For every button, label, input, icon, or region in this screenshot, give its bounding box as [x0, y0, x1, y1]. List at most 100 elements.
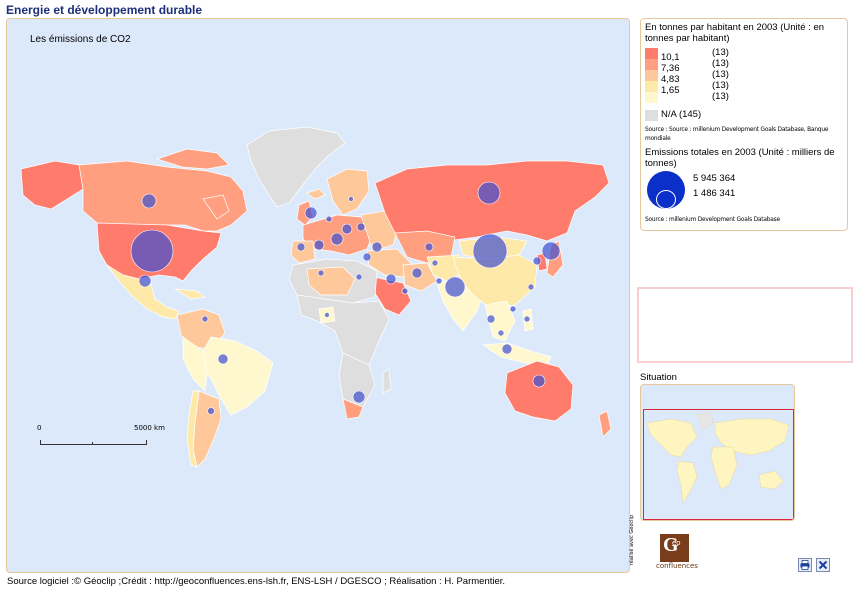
legend-count-4: (13) — [712, 80, 729, 91]
circle-uae — [401, 287, 409, 295]
legend-swatch-3 — [645, 70, 658, 81]
circle-india — [444, 276, 466, 298]
circle-egypt — [355, 273, 363, 281]
main-map[interactable]: Les émissions de CO2 0 5000 km — [6, 18, 630, 573]
arctic-islands — [155, 148, 230, 170]
circle-malaysia — [497, 329, 505, 337]
circle-scandinavia — [348, 196, 354, 202]
info-box — [637, 287, 853, 363]
caribbean — [174, 288, 206, 300]
legend-swatch-1 — [645, 48, 658, 59]
logo-name: confluences — [656, 562, 698, 570]
mini-europe-asia — [714, 418, 790, 456]
legend-count-5: (13) — [712, 91, 729, 102]
circle-argentina — [207, 407, 215, 415]
circles-legend: 5 945 364 1 486 341 — [645, 169, 843, 213]
emission-circles — [130, 181, 561, 415]
circle-brazil — [217, 353, 229, 365]
scale-mid-tick — [92, 442, 93, 445]
mini-north-america — [646, 418, 698, 458]
legend-count-2: (13) — [712, 58, 729, 69]
legend-na-swatch — [645, 110, 658, 121]
circle-japan — [541, 241, 561, 261]
legend-swatch-2 — [645, 59, 658, 70]
circle-south-africa — [352, 390, 366, 404]
legend-circle-max-value: 5 945 364 — [693, 173, 736, 184]
legend-circle-min-value: 1 486 341 — [693, 188, 736, 199]
peru-bolivia — [182, 336, 208, 392]
mini-australia — [758, 470, 784, 490]
choropleth-legend-title: En tonnes par habitant en 2003 (Unité : … — [645, 22, 825, 44]
circle-italy — [341, 223, 353, 235]
madagascar — [382, 368, 392, 394]
mini-south-america — [676, 460, 698, 504]
circle-netherlands — [325, 215, 333, 223]
legend-value-1: 10,1 — [661, 52, 680, 63]
circle-mexico — [138, 274, 152, 288]
geoconfluences-logo[interactable]: G éo confluences — [656, 534, 698, 570]
footer-credits: Source logiciel :© Géoclip ;Crédit : htt… — [7, 576, 506, 587]
circle-taiwan — [527, 283, 535, 291]
legend-na-label: N/A (145) — [661, 109, 702, 120]
scale-start-label: 0 — [37, 424, 42, 432]
canada-east — [202, 194, 230, 220]
legend-value-2: 7,36 — [661, 63, 680, 74]
iceland — [306, 188, 326, 200]
logo-square — [660, 534, 689, 562]
southeast-asia — [484, 300, 516, 342]
legend-swatch-4 — [645, 81, 658, 92]
circle-iran — [411, 267, 423, 279]
circle-australia — [532, 374, 546, 388]
circle-indonesia — [501, 343, 513, 355]
new-zealand — [598, 410, 612, 438]
australia — [504, 360, 574, 422]
circles-source: Source : millenium Development Goals Dat… — [645, 215, 780, 223]
legend-panel: En tonnes par habitant en 2003 (Unité : … — [640, 18, 848, 231]
turkey-middle-east — [366, 248, 412, 278]
situation-map[interactable] — [640, 384, 795, 521]
circle-spain — [296, 242, 306, 252]
situation-map-svg[interactable] — [641, 385, 795, 521]
circle-pakistan — [435, 277, 443, 285]
close-button[interactable] — [816, 558, 830, 572]
circle-germany — [330, 232, 344, 246]
legend-na-row: N/A (145) — [645, 109, 843, 123]
circle-kazakhstan — [424, 242, 434, 252]
legend-circle-min — [656, 190, 676, 209]
close-icon — [818, 560, 828, 570]
scandinavia — [326, 168, 370, 216]
mini-africa — [710, 446, 738, 490]
circle-france — [313, 239, 325, 251]
legend-value-4: 1,65 — [661, 85, 680, 96]
circles-legend-title: Emissions totales en 2003 (Unité : milli… — [645, 147, 835, 169]
print-icon — [800, 560, 810, 570]
app-title: Energie et développement durable — [6, 3, 203, 17]
world-map-svg[interactable] — [7, 19, 630, 573]
circle-poland — [356, 222, 366, 232]
legend-count-3: (13) — [712, 69, 729, 80]
print-button[interactable] — [798, 558, 812, 572]
circle-ukraine — [371, 241, 383, 253]
mexico — [106, 264, 180, 320]
circle-canada — [141, 193, 157, 209]
scale-line — [40, 440, 147, 445]
logo-letter: G — [663, 534, 679, 556]
circle-china — [472, 233, 508, 269]
legend-count-1: (13) — [712, 47, 729, 58]
canada — [78, 160, 248, 232]
circle-korea — [532, 256, 542, 266]
circle-russia — [477, 181, 501, 205]
chile — [186, 390, 200, 468]
circle-usa — [130, 229, 174, 273]
circle-algeria — [317, 269, 325, 277]
credit-vertical: réalisé avec Géoclip — [629, 512, 642, 572]
circle-nigeria — [324, 312, 330, 318]
map-title: Les émissions de CO2 — [30, 34, 131, 45]
greenland — [246, 126, 346, 208]
situation-extent-frame[interactable] — [643, 409, 794, 520]
circle-thailand — [486, 314, 496, 324]
situation-label: Situation — [640, 372, 677, 383]
alaska — [20, 160, 84, 210]
indonesia — [481, 342, 552, 366]
circle-saudi — [385, 273, 397, 285]
